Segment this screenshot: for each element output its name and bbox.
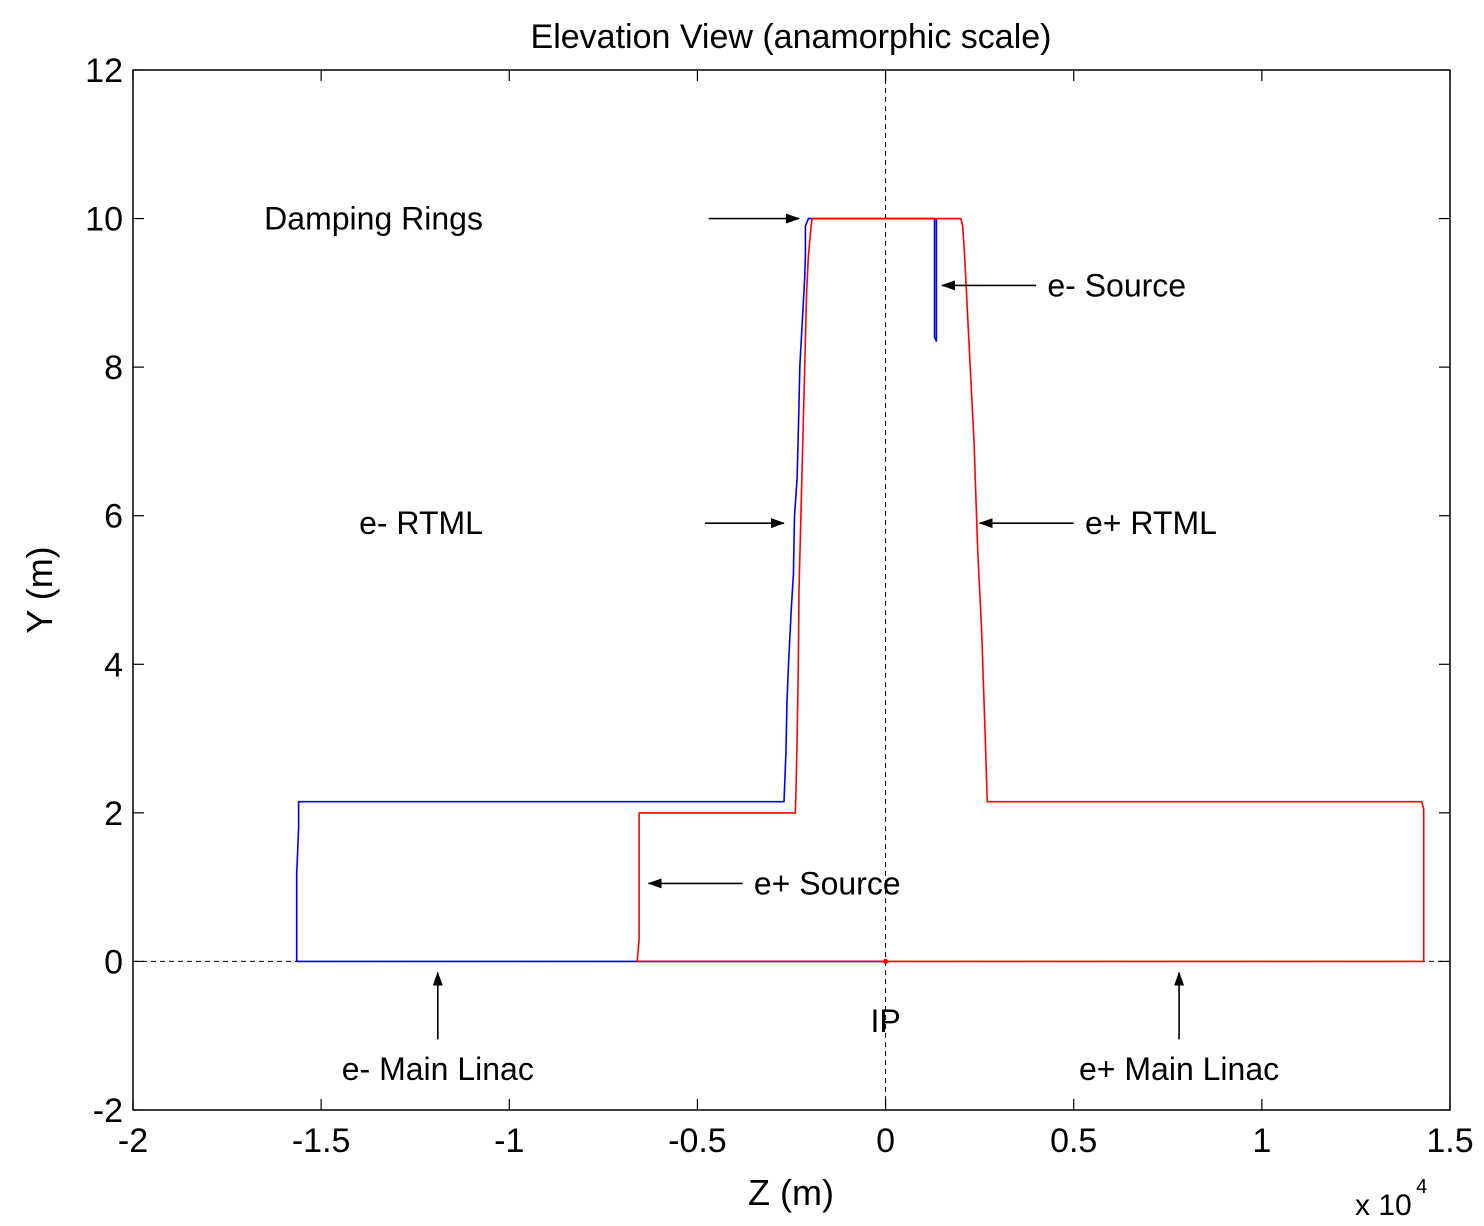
x-tick-label: 1.5 <box>1426 1122 1473 1160</box>
x-multiplier-base: x 10 <box>1355 1189 1412 1222</box>
x-multiplier: x 10 4 <box>1355 1176 1427 1222</box>
annotation-label: e+ Source <box>754 865 901 901</box>
plot-area: -2 -1.5 -1 -0.5 0 0.5 1 1.5 -2 0 2 4 6 8 10 12 Damping … <box>85 52 1473 1160</box>
y-tick-label: 10 <box>85 201 123 239</box>
annotation-label: e- Source <box>1047 267 1186 303</box>
x-tick-label: 0.5 <box>1050 1122 1097 1160</box>
annotation-label: e- RTML <box>359 505 483 541</box>
series-layer <box>295 217 1425 964</box>
x-multiplier-exponent: 4 <box>1416 1176 1427 1198</box>
x-tick-label: 0 <box>876 1122 895 1160</box>
y-tick-label: -2 <box>93 1092 123 1130</box>
chart-title: Elevation View (anamorphic scale) <box>531 18 1052 56</box>
annotation-label: e- Main Linac <box>342 1051 534 1087</box>
x-axis-title: Z (m) <box>748 1172 834 1213</box>
y-tick-label: 2 <box>104 795 123 833</box>
axes-box <box>132 69 1451 1111</box>
ticks-layer: -2 -1.5 -1 -0.5 0 0.5 1 1.5 -2 0 2 4 6 8 10 12 <box>85 52 1473 1160</box>
y-tick-label: 4 <box>104 646 123 684</box>
y-axis-title: Y (m) <box>19 546 60 633</box>
annotation-label: e+ Main Linac <box>1079 1051 1279 1087</box>
ip-marker <box>883 958 889 964</box>
annotation-label: IP <box>870 1003 900 1039</box>
x-tick-label: -1.5 <box>292 1122 351 1160</box>
y-tick-label: 0 <box>104 943 123 981</box>
x-tick-label: 1 <box>1252 1122 1271 1160</box>
x-tick-label: -0.5 <box>668 1122 727 1160</box>
annotations-layer: Damping Rings e- Source e- RTML e+ RTML e+ S… <box>264 201 1279 1088</box>
x-tick-label: -1 <box>494 1122 524 1160</box>
y-tick-label: 8 <box>104 349 123 387</box>
x-tick-label: -2 <box>118 1122 148 1160</box>
y-tick-label: 6 <box>104 498 123 536</box>
annotation-label: Damping Rings <box>264 201 483 237</box>
y-tick-label: 12 <box>85 52 123 90</box>
series-line-2 <box>636 217 1425 963</box>
annotation-label: e+ RTML <box>1085 505 1217 541</box>
